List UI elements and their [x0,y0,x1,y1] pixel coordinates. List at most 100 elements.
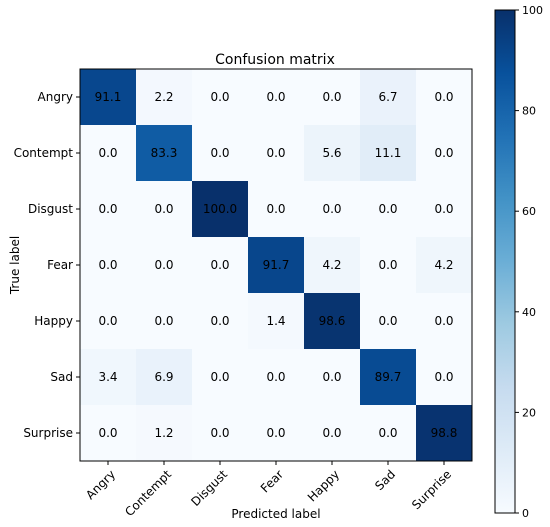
cell-happy-sad [360,293,417,350]
y-tick-label: Surprise [23,426,73,440]
cell-value-label: 0.0 [210,146,229,160]
cell-value-label: 11.1 [375,146,402,160]
cell-angry-happy [304,69,361,126]
cell-contempt-angry [80,125,137,182]
y-tick-label: Happy [34,314,73,328]
cell-value-label: 91.7 [263,258,290,272]
cell-disgust-sad [360,181,417,238]
cell-value-label: 98.8 [431,426,458,440]
cell-value-label: 6.9 [154,370,173,384]
colorbar-tick-label: 60 [522,205,536,218]
cell-surprise-contempt [136,405,193,462]
cell-disgust-fear [248,181,305,238]
cell-value-label: 3.4 [98,370,117,384]
cell-angry-fear [248,69,305,126]
cell-value-label: 2.2 [154,90,173,104]
cell-value-label: 1.2 [154,426,173,440]
x-tick-label: Angry [83,467,118,502]
cell-value-label: 0.0 [154,202,173,216]
cell-happy-disgust [192,293,249,350]
cell-disgust-surprise [416,181,473,238]
cell-surprise-disgust [192,405,249,462]
cell-value-label: 0.0 [98,314,117,328]
cell-value-label: 91.1 [95,90,122,104]
y-tick-label: Disgust [28,202,73,216]
cell-value-label: 98.6 [319,314,346,328]
cell-contempt-happy [304,125,361,182]
cell-value-label: 0.0 [98,426,117,440]
cell-happy-surprise [416,293,473,350]
cell-angry-disgust [192,69,249,126]
cell-value-label: 0.0 [266,90,285,104]
cell-contempt-surprise [416,125,473,182]
y-tick-label: Fear [47,258,73,272]
cell-happy-angry [80,293,137,350]
x-tick-label: Contempt [122,467,174,519]
cell-value-label: 5.6 [322,146,341,160]
colorbar-gradient [494,9,516,514]
cell-value-label: 0.0 [154,258,173,272]
cell-value-label: 100.0 [203,202,237,216]
cell-value-label: 0.0 [266,202,285,216]
cell-value-label: 4.2 [434,258,453,272]
cell-value-label: 0.0 [378,202,397,216]
cell-value-label: 0.0 [434,202,453,216]
cell-value-label: 0.0 [322,370,341,384]
cell-sad-disgust [192,349,249,406]
x-tick-label: Surprise [409,467,454,512]
cell-fear-disgust [192,237,249,294]
cell-value-label: 0.0 [378,426,397,440]
cell-angry-sad [360,69,417,126]
cell-contempt-fear [248,125,305,182]
cell-angry-angry [80,69,137,126]
cell-value-label: 0.0 [322,90,341,104]
x-tick-label: Happy [305,467,342,504]
x-tick-label: Disgust [188,467,230,509]
cell-surprise-fear [248,405,305,462]
cell-value-label: 0.0 [210,314,229,328]
heatmap-value-labels: 91.1 2.2 0.0 0.0 0.0 6.7 0.0 0.0 83.3 0.0 0.0 5.6 11… [95,90,458,440]
cell-value-label: 0.0 [266,370,285,384]
cell-value-label: 0.0 [210,90,229,104]
y-tick-label: Angry [38,90,73,104]
cell-fear-happy [304,237,361,294]
cell-value-label: 0.0 [210,258,229,272]
colorbar-axis: 0 20 40 60 80 100 [515,4,543,520]
colorbar-tick-label: 0 [522,507,529,520]
cell-happy-happy [304,293,361,350]
cell-disgust-contempt [136,181,193,238]
cell-fear-sad [360,237,417,294]
cell-fear-contempt [136,237,193,294]
cell-value-label: 0.0 [434,90,453,104]
colorbar-tick-label: 100 [522,4,543,17]
cell-value-label: 0.0 [266,426,285,440]
cell-value-label: 0.0 [322,426,341,440]
cell-value-label: 0.0 [98,258,117,272]
cell-fear-angry [80,237,137,294]
cell-value-label: 89.7 [375,370,402,384]
cell-value-label: 0.0 [154,314,173,328]
x-tick-label: Sad [372,467,398,493]
cell-disgust-angry [80,181,137,238]
y-axis: Angry Contempt Disgust Fear Happy Sad Surprise [14,90,80,440]
heatmap-cells [80,69,473,462]
cell-value-label: 0.0 [210,426,229,440]
cell-value-label: 1.4 [266,314,285,328]
cell-value-label: 0.0 [98,146,117,160]
cell-contempt-contempt [136,125,193,182]
colorbar-tick-label: 20 [522,406,536,419]
cell-surprise-sad [360,405,417,462]
cell-fear-surprise [416,237,473,294]
cell-happy-contempt [136,293,193,350]
y-axis-label: True label [8,236,22,295]
cell-surprise-surprise [416,405,473,462]
cell-value-label: 0.0 [378,314,397,328]
cell-contempt-disgust [192,125,249,182]
cell-value-label: 83.3 [151,146,178,160]
cell-value-label: 0.0 [322,202,341,216]
cell-value-label: 0.0 [98,202,117,216]
cell-disgust-disgust [192,181,249,238]
cell-disgust-happy [304,181,361,238]
y-tick-label: Sad [50,370,73,384]
cell-value-label: 0.0 [434,314,453,328]
